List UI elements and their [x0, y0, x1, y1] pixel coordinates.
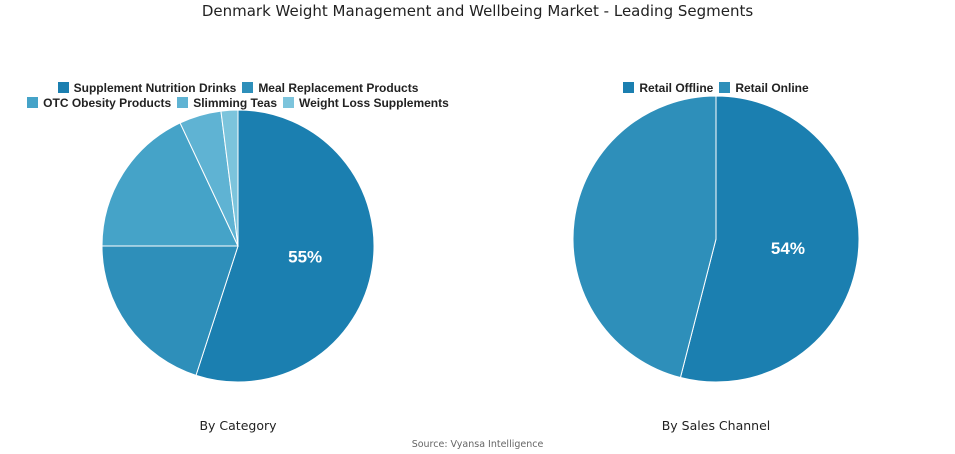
subtitle-sales-channel: By Sales Channel [661, 418, 771, 433]
legend-sales-channel: Retail Offline Retail Online [566, 80, 866, 95]
chart-title: Denmark Weight Management and Wellbeing … [201, 2, 754, 20]
data-label: 55% [288, 248, 322, 267]
legend-label: Supplement Nutrition Drinks [73, 80, 237, 95]
legend-label: Meal Replacement Products [258, 80, 419, 95]
legend-swatch [242, 82, 254, 93]
subtitle-category: By Category [199, 418, 277, 433]
legend-item: Retail Online [719, 80, 809, 95]
pie-slice-meal-replacement-products [101, 245, 239, 376]
legend-label: OTC Obesity Products [43, 95, 172, 110]
legend-label: Retail Offline [639, 80, 714, 95]
legend-swatch [27, 97, 39, 108]
legend-item: Meal Replacement Products [242, 81, 418, 95]
legend-item: Weight Loss Supplements [283, 96, 449, 110]
legend-label: Slimming Teas [193, 95, 278, 110]
legend-swatch [177, 97, 189, 108]
legend-swatch [283, 97, 295, 108]
legend-category: Supplement Nutrition Drinks Meal Replacem… [20, 80, 456, 110]
data-label: 54% [771, 239, 805, 258]
pie-slice-retail-online [572, 95, 717, 379]
legend-item: Supplement Nutrition Drinks [57, 80, 237, 95]
legend-swatch [57, 82, 69, 93]
legend-label: Retail Online [735, 80, 809, 95]
legend-item: Slimming Teas [177, 96, 277, 110]
pie-slice-otc-obesity-products [101, 122, 239, 247]
pie-slice-retail-offline [679, 95, 860, 383]
pie-slice-supplement-nutrition-drinks [195, 109, 375, 383]
legend-item: Retail Offline [623, 81, 713, 95]
legend-label: Weight Loss Supplements [299, 95, 449, 110]
source-note: Source: Vyansa Intelligence [411, 439, 544, 450]
legend-item: OTC Obesity Products [27, 96, 171, 110]
legend-swatch [719, 82, 731, 93]
legend-swatch [623, 82, 635, 93]
pie-slice-weight-loss-supplements [220, 109, 239, 247]
